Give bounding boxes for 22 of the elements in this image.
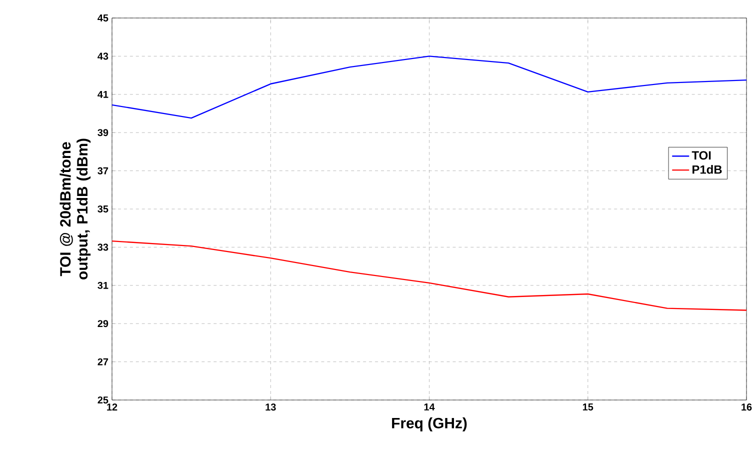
y-tick-label: 33 xyxy=(98,244,108,251)
y-tick-label: 35 xyxy=(98,205,108,213)
y-axis-title: TOI @ 20dBm/tone output, P1dB (dBm) xyxy=(60,138,91,280)
legend-label: P1dB xyxy=(692,165,722,174)
legend-label: TOI xyxy=(692,151,711,160)
y-tick-label: 39 xyxy=(98,129,108,136)
y-tick-label: 29 xyxy=(98,320,108,328)
y-tick-label: 43 xyxy=(98,52,108,60)
y-tick-label: 37 xyxy=(98,167,108,174)
line-series xyxy=(112,56,747,119)
line-series xyxy=(112,240,747,311)
x-tick-label: 14 xyxy=(424,404,435,410)
y-tick-label: 41 xyxy=(98,90,108,98)
y-tick-label: 45 xyxy=(98,14,108,22)
x-tick-label: 16 xyxy=(742,404,752,411)
y-tick-label: 31 xyxy=(98,282,108,289)
x-axis-title: Freq (GHz) xyxy=(392,417,467,432)
x-tick-label: 13 xyxy=(266,404,276,411)
x-tick-label: 12 xyxy=(107,404,118,410)
y-tick-label: 25 xyxy=(98,396,108,404)
y-tick-label: 27 xyxy=(98,358,108,366)
x-tick-label: 15 xyxy=(582,404,594,410)
